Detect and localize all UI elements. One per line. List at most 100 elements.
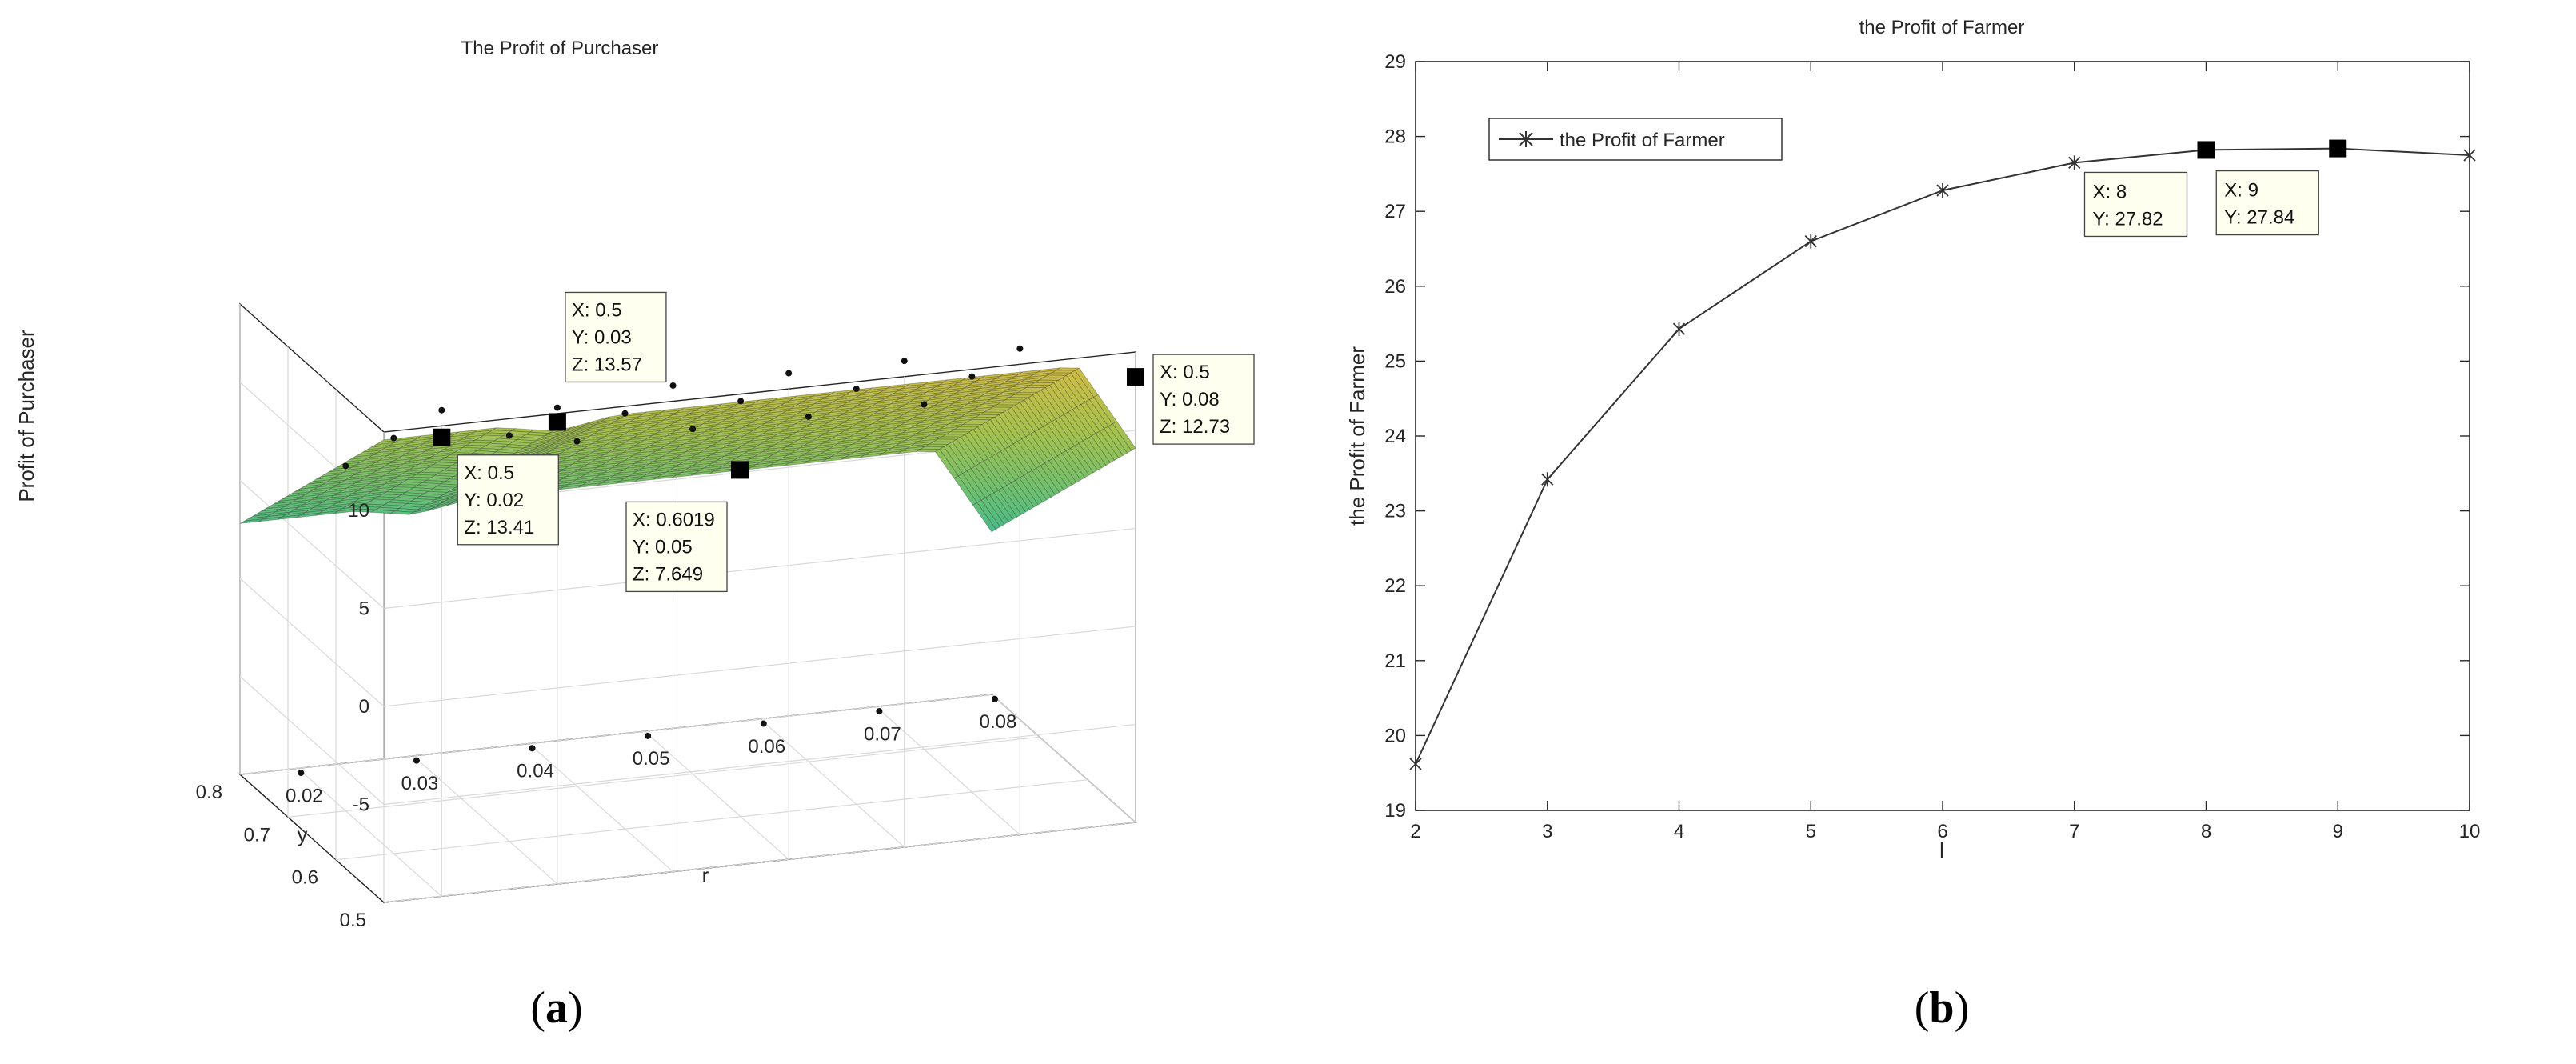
datatip: X: 0.5 Y: 0.03 Z: 13.57 bbox=[548, 291, 667, 431]
svg-text:(a): (a) bbox=[530, 983, 582, 1033]
datatip-marker bbox=[1127, 368, 1144, 386]
datatip-box bbox=[1152, 354, 1255, 445]
datatip-x-value: 8 bbox=[2116, 181, 2127, 202]
caption-b-letter: b bbox=[1929, 983, 1954, 1033]
y-tick-label: 21 bbox=[1384, 650, 1406, 672]
datatip-y-label: Y: 27.84 bbox=[2224, 207, 2294, 229]
x-tick-label: 8 bbox=[2201, 821, 2211, 842]
caption-a-letter: a bbox=[545, 983, 568, 1033]
datatip-x-label: X: 0.5 bbox=[572, 299, 622, 321]
vertex-marker bbox=[689, 426, 697, 433]
vertex-marker bbox=[553, 404, 561, 411]
data-point-marker bbox=[1936, 182, 1949, 198]
vertex-marker bbox=[645, 732, 652, 739]
vertex-marker bbox=[921, 401, 928, 408]
x-tick-label: 4 bbox=[1674, 821, 1684, 842]
vertex-marker bbox=[669, 382, 677, 389]
datatip-y-value: 0.08 bbox=[1182, 389, 1220, 410]
y-tick-label: 0.8 bbox=[196, 782, 222, 803]
datatip-x-label: X: 0.6019 bbox=[633, 509, 715, 530]
datatip-x-value: 0.5 bbox=[1183, 362, 1209, 383]
vertex-marker bbox=[853, 386, 860, 393]
datatip-y-label: Y: 0.05 bbox=[633, 536, 693, 558]
datatip-x-value: 9 bbox=[2248, 180, 2258, 202]
datatip-z-label: Z: 12.73 bbox=[1160, 416, 1230, 438]
vertex-marker bbox=[505, 432, 513, 439]
datatip-y-value: 0.03 bbox=[594, 326, 632, 348]
grid-line bbox=[383, 723, 1136, 806]
x-tick-label: 0.04 bbox=[517, 761, 554, 782]
vertex-marker bbox=[413, 757, 420, 764]
axis-ticks bbox=[1415, 61, 2470, 811]
grid-line bbox=[239, 676, 385, 805]
datatip-x-label: X: 9 bbox=[2224, 180, 2258, 202]
datatips: X: 0.5 Y: 0.03 Z: 13.57 X: 0.5 Y: 0.08 Z: 12.… bbox=[433, 291, 1255, 593]
y-tick-label: 23 bbox=[1384, 501, 1406, 522]
data-point-marker bbox=[1804, 234, 1817, 249]
datatip-x-label: X: 0.5 bbox=[464, 462, 514, 484]
vertex-marker bbox=[573, 438, 581, 445]
grid-line bbox=[644, 730, 789, 860]
x-tick-label: 7 bbox=[2069, 821, 2079, 842]
caption-a: (a) bbox=[530, 983, 582, 1033]
grid-line bbox=[413, 755, 558, 885]
vertex-marker bbox=[992, 695, 998, 702]
grid-line bbox=[529, 743, 673, 872]
datatip-y-value: 27.84 bbox=[2247, 207, 2294, 229]
svg-text:(b): (b) bbox=[1915, 983, 1969, 1033]
legend-label: the Profit of Farmer bbox=[1560, 130, 1725, 151]
vertex-marker bbox=[1016, 345, 1024, 352]
datatip: X: 0.5 Y: 0.02 Z: 13.41 bbox=[433, 428, 559, 546]
datatip-x-value: 0.5 bbox=[488, 462, 514, 484]
grid-line bbox=[383, 527, 1136, 610]
vertex-marker bbox=[968, 373, 976, 380]
x-tick-label: 0.08 bbox=[980, 711, 1017, 733]
datatip-box bbox=[457, 454, 559, 546]
y-tick-label: 19 bbox=[1384, 800, 1406, 822]
vertex-marker bbox=[621, 410, 629, 417]
grid-line bbox=[239, 694, 992, 775]
vertex-marker bbox=[529, 745, 536, 752]
x-tick-label: 0.06 bbox=[748, 736, 785, 758]
y-tick-label: 0.5 bbox=[340, 910, 366, 931]
z-tick-label: 10 bbox=[348, 500, 369, 522]
x-tick-label: 3 bbox=[1542, 821, 1552, 842]
y-tick-label: 26 bbox=[1384, 276, 1406, 298]
legend-marker bbox=[1519, 131, 1533, 147]
axis-ticks: -5 0 5 10 0.5 0.6 0.7 0.8 0.02 0.03 0.04 0.05 0.06 0.… bbox=[196, 500, 1017, 931]
grid-line bbox=[991, 694, 1136, 823]
x-tick-label: 9 bbox=[2333, 821, 2343, 842]
z-tick-label: 0 bbox=[359, 696, 369, 718]
grid-line bbox=[383, 626, 1136, 707]
datatip: X: 9 Y: 27.84 bbox=[2215, 139, 2347, 236]
datatip-y-label: Y: 27.82 bbox=[2093, 208, 2163, 230]
z-axis-label: Profit of Purchaser bbox=[14, 330, 38, 502]
datatip-marker bbox=[731, 461, 749, 479]
x-tick-label: 2 bbox=[1410, 821, 1420, 842]
datatip-box bbox=[2215, 170, 2319, 236]
datatip-y-value: 27.82 bbox=[2115, 208, 2163, 230]
vertex-marker bbox=[298, 770, 305, 777]
legend: the Profit of Farmer bbox=[1488, 118, 1783, 161]
x-tick-label: 0.07 bbox=[864, 723, 901, 745]
datatip-marker bbox=[548, 413, 566, 431]
data-point-marker bbox=[2068, 155, 2081, 170]
z-tick-label: -5 bbox=[353, 794, 369, 816]
y-tick-label: 29 bbox=[1384, 51, 1406, 73]
axes-box bbox=[238, 302, 1137, 904]
x-tick-label: 0.02 bbox=[286, 785, 323, 806]
vertex-marker bbox=[342, 462, 349, 470]
y-tick-label: 20 bbox=[1384, 725, 1406, 746]
grid-line bbox=[297, 767, 442, 897]
datatip-y-label: Y: 0.03 bbox=[572, 326, 632, 348]
y-tick-label: 27 bbox=[1384, 201, 1406, 222]
vertex-marker bbox=[438, 406, 445, 414]
grid-line bbox=[875, 706, 1020, 835]
datatip-z-value: 12.73 bbox=[1182, 416, 1230, 438]
vertex-marker bbox=[805, 413, 812, 420]
datatips: X: 8 Y: 27.82 X: 9 Y: 27.84 bbox=[2083, 139, 2347, 238]
vertex-marker bbox=[390, 434, 397, 442]
datatip: X: 8 Y: 27.82 bbox=[2083, 141, 2215, 238]
